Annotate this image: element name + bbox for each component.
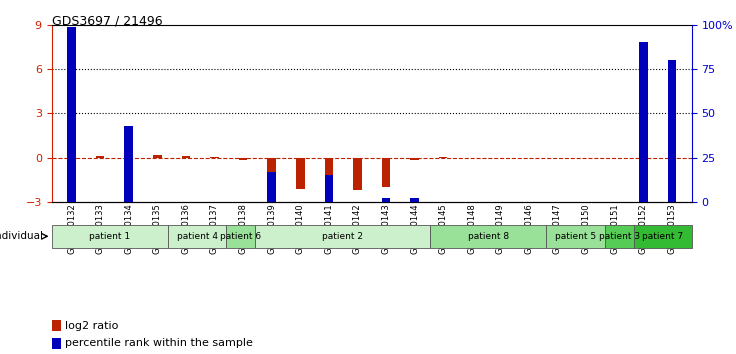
Bar <box>267 172 276 202</box>
Bar <box>238 158 247 160</box>
Bar <box>124 126 133 202</box>
Bar <box>639 132 648 158</box>
Bar <box>255 225 430 248</box>
Bar <box>296 158 305 188</box>
Bar <box>96 156 105 158</box>
Bar <box>210 157 219 158</box>
Bar <box>325 175 333 202</box>
Text: patient 1: patient 1 <box>89 232 130 241</box>
Bar <box>639 42 648 202</box>
Bar <box>382 158 390 187</box>
Bar <box>226 225 255 248</box>
Bar <box>382 198 390 202</box>
Bar <box>124 158 133 165</box>
Text: patient 8: patient 8 <box>467 232 509 241</box>
Bar <box>668 149 676 158</box>
Bar <box>67 27 76 202</box>
Text: patient 7: patient 7 <box>643 232 683 241</box>
Bar <box>267 158 276 172</box>
Bar <box>430 225 546 248</box>
Bar <box>52 225 168 248</box>
Text: log2 ratio: log2 ratio <box>65 321 118 331</box>
Text: patient 5: patient 5 <box>555 232 596 241</box>
Bar <box>410 158 419 160</box>
Bar <box>52 338 61 349</box>
Bar <box>353 158 361 190</box>
Text: patient 4: patient 4 <box>177 232 218 241</box>
Bar <box>546 225 604 248</box>
Bar <box>325 158 333 200</box>
Bar <box>668 60 676 202</box>
Text: GDS3697 / 21496: GDS3697 / 21496 <box>52 14 162 27</box>
Bar <box>604 225 634 248</box>
Bar <box>634 225 692 248</box>
Bar <box>67 51 76 158</box>
Text: percentile rank within the sample: percentile rank within the sample <box>65 338 252 348</box>
Text: patient 3: patient 3 <box>598 232 640 241</box>
Bar <box>153 155 162 158</box>
Text: patient 6: patient 6 <box>220 232 261 241</box>
Bar <box>182 156 190 158</box>
Text: patient 2: patient 2 <box>322 232 363 241</box>
Bar <box>52 320 61 331</box>
Text: individual: individual <box>0 231 43 241</box>
Bar <box>168 225 226 248</box>
Bar <box>439 157 447 158</box>
Bar <box>410 198 419 202</box>
